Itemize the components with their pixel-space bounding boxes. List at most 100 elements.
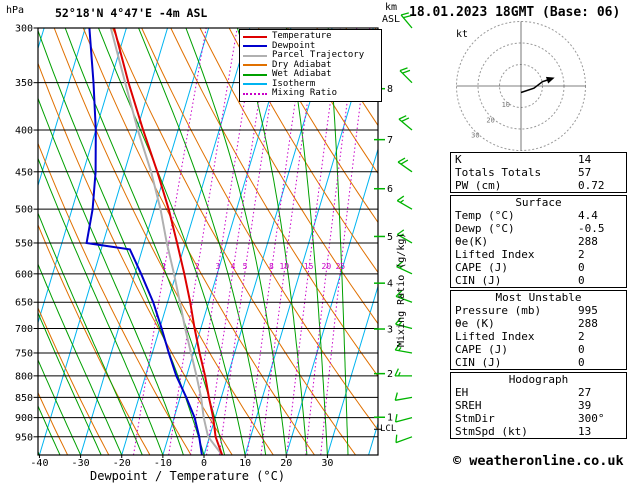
mixing-ratio-line bbox=[168, 28, 238, 455]
isotherm-line bbox=[38, 28, 127, 325]
plot-border bbox=[37, 27, 379, 456]
height-axis-asl-label: ASL bbox=[382, 14, 401, 25]
index-value: -0.5 bbox=[578, 222, 605, 235]
wind-barb-full bbox=[399, 67, 408, 72]
wind-barb-full bbox=[400, 159, 409, 165]
index-row: SREH 39 bbox=[451, 399, 626, 412]
legend-swatch-icon bbox=[243, 73, 267, 76]
copyright-notice: © weatheronline.co.uk bbox=[453, 453, 624, 469]
hodograph-arrow-icon bbox=[545, 76, 555, 84]
index-row: Lifted Index 2 bbox=[451, 330, 626, 343]
legend-swatch-icon bbox=[243, 35, 267, 38]
mixing-ratio-axis-label: Mixing Ratio (g/kg) bbox=[396, 232, 407, 347]
km-tick-label: 4 bbox=[387, 279, 393, 290]
index-row: EH 27 bbox=[451, 386, 626, 399]
wind-barb-staff bbox=[395, 396, 413, 401]
dry-adiabat-line bbox=[38, 391, 69, 455]
index-label: SREH bbox=[455, 399, 482, 412]
wind-barb-full bbox=[394, 392, 398, 401]
index-label: CAPE (J) bbox=[455, 343, 508, 356]
pressure-tick-label: 950 bbox=[15, 432, 33, 443]
index-row: Dewp (°C) -0.5 bbox=[451, 222, 626, 235]
legend-item: Dewpoint bbox=[243, 40, 381, 52]
index-row: PW (cm) 0.72 bbox=[451, 179, 626, 192]
pressure-axis-unit-label: hPa bbox=[6, 5, 25, 16]
index-label: CAPE (J) bbox=[455, 261, 508, 274]
index-row: CAPE (J) 0 bbox=[451, 343, 626, 356]
lcl-marker-label: LCL bbox=[380, 424, 397, 434]
mixing-ratio-value-label: 4 bbox=[231, 262, 236, 271]
index-row: CAPE (J) 0 bbox=[451, 261, 626, 274]
wind-barb-full bbox=[402, 69, 411, 74]
index-label: Lifted Index bbox=[455, 330, 535, 343]
index-value: 2 bbox=[578, 248, 585, 261]
temperature-tick-label: -30 bbox=[72, 458, 90, 469]
legend-label: Dewpoint bbox=[272, 40, 316, 51]
mixing-ratio-line bbox=[286, 28, 341, 455]
height-axis-km-label: km bbox=[385, 2, 398, 13]
index-row: StmDir 300° bbox=[451, 412, 626, 425]
wind-barb-full bbox=[396, 261, 404, 268]
wind-barb-half bbox=[399, 233, 404, 237]
wind-barb-full bbox=[394, 343, 401, 351]
wind-barb-staff bbox=[395, 349, 413, 354]
legend-item: Mixing Ratio bbox=[243, 88, 381, 99]
index-label: EH bbox=[455, 386, 469, 399]
wind-barb-staff bbox=[396, 200, 413, 210]
temperature-tick-label: -40 bbox=[30, 458, 48, 469]
temperature-tick-label: -10 bbox=[154, 458, 172, 469]
pressure-tick-label: 650 bbox=[15, 298, 33, 309]
mixing-ratio-line bbox=[305, 28, 358, 455]
temperature-tick-label: 20 bbox=[280, 458, 292, 469]
mixing-ratio-value-label: 3 bbox=[215, 262, 220, 271]
wet-adiabat-line bbox=[38, 358, 82, 455]
legend-item: Parcel Trajectory bbox=[243, 50, 381, 61]
legend-item: Isotherm bbox=[243, 78, 381, 90]
run-datetime: 18.01.2023 18GMT (Base: 06) bbox=[409, 5, 621, 20]
wind-barb-staff bbox=[399, 70, 413, 84]
isotherm-line bbox=[0, 28, 3, 455]
hodograph-ring-label: 10 bbox=[502, 101, 510, 109]
index-label: StmSpd (kt) bbox=[455, 425, 528, 438]
km-tick-label: 8 bbox=[387, 84, 393, 95]
temperature-tick-label: 30 bbox=[321, 458, 333, 469]
index-row: CIN (J) 0 bbox=[451, 274, 626, 287]
mixing-ratio-line bbox=[190, 28, 257, 455]
index-value: 0.72 bbox=[578, 179, 605, 192]
index-label: StmDir bbox=[455, 412, 495, 425]
index-value: 4.4 bbox=[578, 209, 598, 222]
parcel-trajectory-curve bbox=[109, 28, 223, 455]
wind-barb-staff bbox=[400, 14, 413, 29]
index-label: CIN (J) bbox=[455, 274, 502, 287]
chart-legend: Temperature Dewpoint Parcel Trajectory Dry … bbox=[239, 29, 382, 102]
km-tick-label: 1 bbox=[387, 413, 393, 424]
wind-barb-full bbox=[398, 115, 407, 120]
index-value: 0 bbox=[578, 261, 585, 274]
legend-swatch-icon bbox=[243, 45, 267, 48]
legend-swatch-icon bbox=[243, 54, 267, 57]
wind-barb-column bbox=[394, 12, 413, 444]
mixing-ratio-line bbox=[320, 28, 371, 455]
legend-label: Wet Adiabat bbox=[272, 69, 332, 79]
index-value: 0 bbox=[578, 274, 585, 287]
legend-label: Isotherm bbox=[272, 78, 316, 89]
isotherm-line bbox=[80, 28, 210, 455]
index-value: 13 bbox=[578, 425, 592, 438]
indices-section: Most Unstable Pressure (mb) 995 θe (K) 288 Li… bbox=[450, 290, 627, 370]
skewt-plot-area bbox=[0, 28, 378, 455]
legend-label: Dry Adiabat bbox=[272, 59, 332, 70]
legend-item: Dry Adiabat bbox=[243, 59, 381, 71]
isotherm-line bbox=[285, 147, 378, 455]
wind-barb-staff bbox=[397, 161, 413, 173]
pressure-tick-label: 750 bbox=[15, 348, 33, 359]
wind-barb-full bbox=[395, 290, 403, 297]
hodograph-unit-label: kt bbox=[456, 29, 469, 40]
wind-barb-full bbox=[400, 12, 409, 16]
pressure-tick-label: 800 bbox=[15, 371, 33, 382]
mixing-ratio-line bbox=[246, 28, 307, 455]
wind-barb-full bbox=[401, 117, 410, 122]
index-row: Lifted Index 2 bbox=[451, 248, 626, 261]
index-row: Temp (°C) 4.4 bbox=[451, 209, 626, 222]
